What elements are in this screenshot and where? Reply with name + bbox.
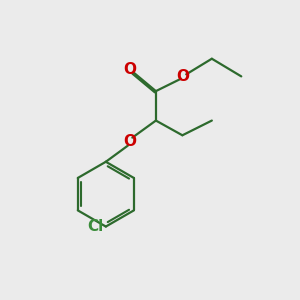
Text: O: O [123, 134, 136, 149]
Text: O: O [176, 69, 189, 84]
Text: O: O [123, 61, 136, 76]
Text: Cl: Cl [87, 219, 104, 234]
